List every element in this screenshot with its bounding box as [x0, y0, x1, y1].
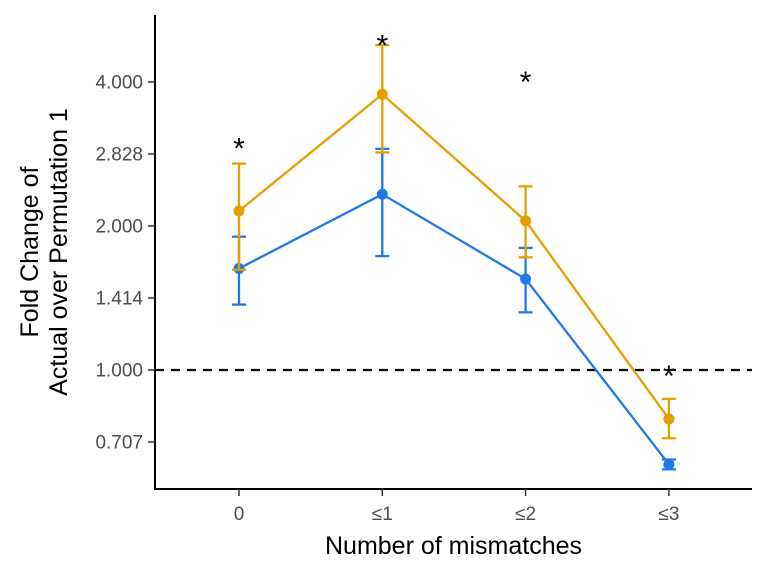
significance-star: * — [233, 132, 245, 165]
x-tick-label: ≤2 — [515, 504, 536, 525]
series-line-2 — [238, 192, 670, 466]
y-tick-label: 0.707 — [95, 433, 143, 454]
y-tick-label: 2.000 — [95, 217, 143, 238]
significance-star: * — [376, 30, 388, 63]
significance-star: * — [663, 360, 675, 393]
y-tick-label: 1.414 — [95, 289, 143, 310]
series-line-1 — [238, 92, 670, 420]
x-tick-label: ≤3 — [658, 504, 679, 525]
data-point — [520, 273, 532, 285]
x-tick-label: 0 — [234, 504, 245, 525]
y-tick-label: 4.000 — [95, 73, 143, 94]
data-point — [663, 458, 675, 470]
data-point — [376, 88, 388, 100]
data-point — [520, 215, 532, 227]
data-point — [233, 205, 245, 217]
significance-star: * — [520, 66, 532, 99]
x-tick-label: ≤1 — [372, 504, 393, 525]
y-axis-title-line-1: Fold Change of — [16, 166, 44, 337]
data-point — [376, 188, 388, 200]
y-axis-title-line-2: Actual over Permutation 1 — [45, 108, 73, 396]
x-axis-title: Number of mismatches — [325, 532, 582, 560]
y-tick-label: 1.000 — [95, 361, 143, 382]
y-tick-label: 2.828 — [95, 145, 143, 166]
data-point — [663, 413, 675, 425]
